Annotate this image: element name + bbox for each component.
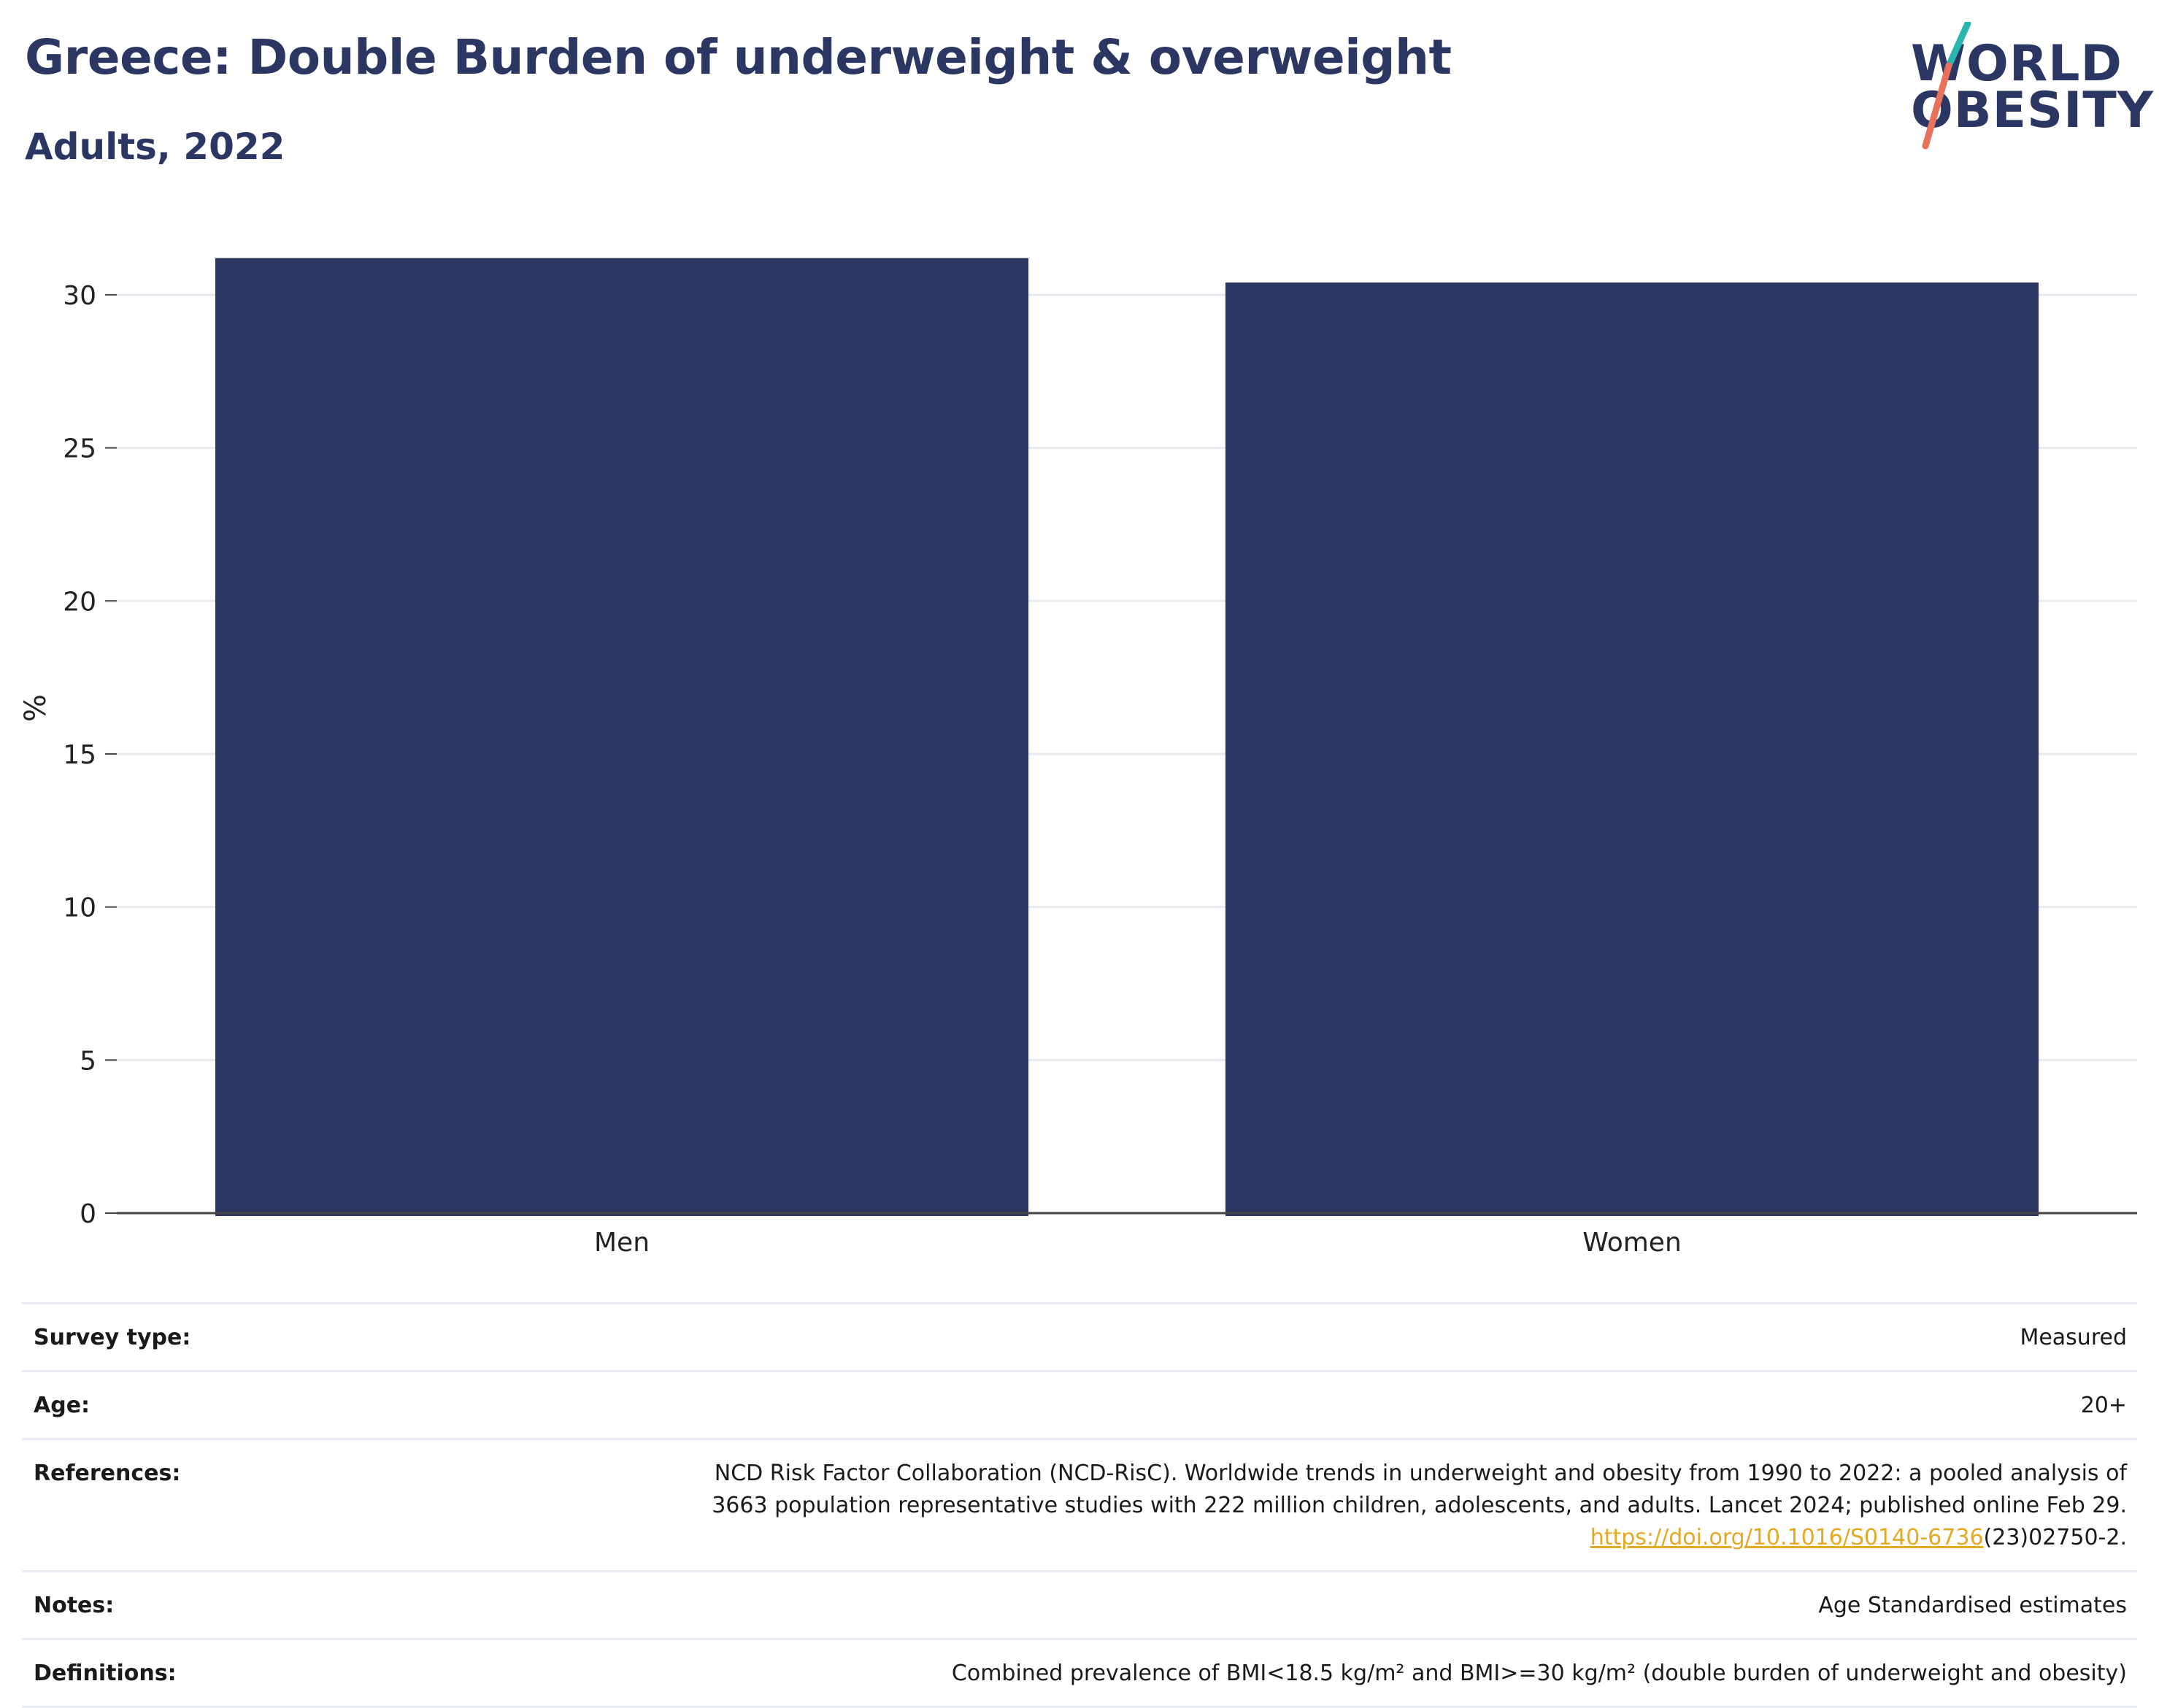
x-tick-label: Women — [1582, 1228, 1682, 1258]
bars — [215, 258, 2039, 1217]
y-tick-label: 20 — [63, 587, 96, 617]
meta-row-age: Age: 20+ — [22, 1372, 2137, 1440]
meta-row-definitions: Definitions: Combined prevalence of BMI<… — [22, 1640, 2137, 1708]
y-tick-label: 5 — [80, 1046, 96, 1076]
y-axis-label: % — [19, 694, 53, 722]
meta-label: References: — [34, 1461, 181, 1486]
world-obesity-logo: WORLD OBESITY — [1898, 22, 2153, 153]
doi-link[interactable]: https://doi.org/10.1016/S0140-6736 — [1590, 1525, 1984, 1550]
meta-value: NCD Risk Factor Collaboration (NCD-RisC)… — [340, 1458, 2127, 1554]
meta-row-notes: Notes: Age Standardised estimates — [22, 1572, 2137, 1640]
meta-value: Measured — [2020, 1325, 2127, 1350]
meta-label: Age: — [34, 1393, 91, 1418]
axes: 0 5 10 15 20 25 30 Men Women — [63, 281, 2137, 1258]
y-tick-label: 10 — [63, 893, 96, 923]
bar — [1225, 282, 2039, 1217]
meta-value: Combined prevalence of BMI<18.5 kg/m² an… — [951, 1661, 2127, 1686]
meta-label: Notes: — [34, 1593, 115, 1618]
bar — [215, 258, 1029, 1216]
chart-title: Greece: Double Burden of underweight & o… — [25, 29, 1452, 85]
meta-value: 20+ — [2080, 1393, 2127, 1418]
reference-text-line2: 3663 population representative studies w… — [712, 1493, 2127, 1518]
x-tick-label: Men — [594, 1228, 650, 1258]
meta-label: Definitions: — [34, 1661, 177, 1686]
meta-row-survey-type: Survey type: Measured — [22, 1304, 2137, 1372]
metadata-table: Survey type: Measured Age: 20+ Reference… — [22, 1302, 2137, 1708]
logo-slash-icon — [1922, 22, 1971, 150]
y-tick-label: 30 — [63, 281, 96, 311]
meta-row-references: References: NCD Risk Factor Collaboratio… — [22, 1440, 2137, 1572]
y-tick-label: 0 — [80, 1199, 96, 1229]
reference-text-line1: NCD Risk Factor Collaboration (NCD-RisC)… — [714, 1461, 2127, 1486]
chart-subtitle: Adults, 2022 — [25, 126, 285, 168]
doi-suffix: (23)02750-2. — [1983, 1525, 2127, 1550]
meta-value: Age Standardised estimates — [1818, 1593, 2127, 1618]
bar-chart: 0 5 10 15 20 25 30 Men Women % — [19, 258, 2137, 1258]
y-tick-label: 15 — [63, 740, 96, 770]
logo-word-obesity: OBESITY — [1911, 82, 2154, 139]
meta-label: Survey type: — [34, 1325, 191, 1350]
y-tick-label: 25 — [63, 434, 96, 464]
